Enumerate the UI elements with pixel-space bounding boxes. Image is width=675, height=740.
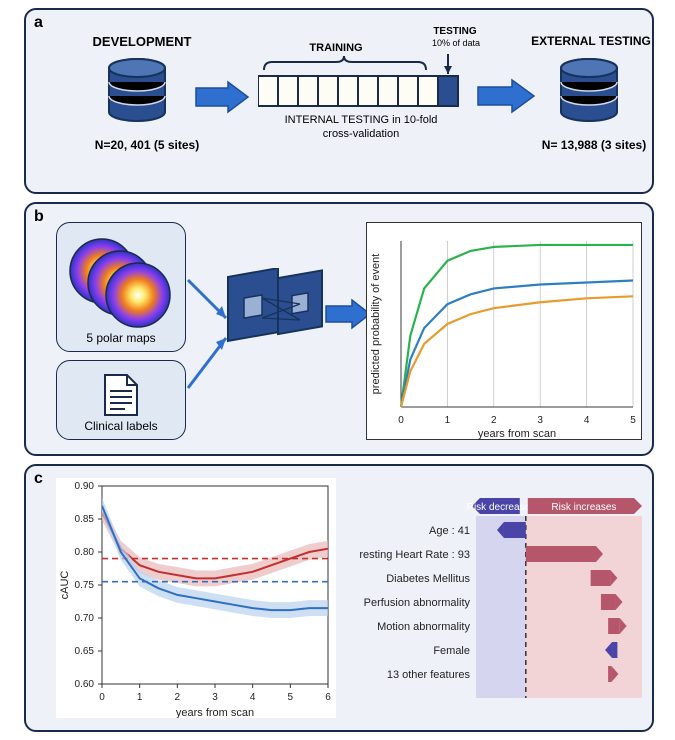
- panel-b-label: b: [34, 208, 44, 226]
- cnn-icon: [222, 268, 332, 364]
- svg-text:4: 4: [584, 415, 590, 426]
- polar-maps-box: 5 polar maps: [56, 222, 186, 352]
- cauc-chart: 0.60 0.65 0.70 0.75 0.80 0.85 0.90 0 1 2 3 4 5 6 years…: [56, 478, 336, 718]
- svg-text:2: 2: [175, 692, 181, 703]
- polar-maps-icon: [68, 237, 174, 331]
- svg-text:5: 5: [288, 692, 294, 703]
- svg-text:Risk increases: Risk increases: [551, 502, 616, 513]
- svg-text:6: 6: [325, 692, 331, 703]
- waterfall-chart: Risk decreases Risk increases Age : 41 re…: [346, 496, 646, 716]
- svg-text:Age : 41: Age : 41: [429, 525, 470, 537]
- arrow-3-icon: [324, 298, 372, 330]
- panel-a-label: a: [34, 14, 43, 32]
- svg-text:Risk decreases: Risk decreases: [467, 502, 535, 513]
- folds-caption2: cross-validation: [256, 128, 466, 140]
- testing-heading: TESTING: [422, 26, 488, 37]
- svg-text:3: 3: [537, 415, 543, 426]
- arrow-1-icon: [194, 80, 250, 114]
- polar-maps-label: 5 polar maps: [86, 331, 155, 345]
- svg-text:cAUC: cAUC: [59, 571, 71, 600]
- svg-text:years from scan: years from scan: [176, 707, 254, 718]
- svg-text:Female: Female: [433, 645, 470, 657]
- svg-text:Perfusion abnormality: Perfusion abnormality: [364, 597, 471, 609]
- ext-database-icon: [554, 58, 624, 130]
- svg-text:1: 1: [137, 692, 143, 703]
- panel-c: c 0.60 0.65 0.70 0.75 0.80 0.85 0.90 0 1 2 3 4 5 6 yea…: [24, 464, 654, 732]
- panel-a: a DEVELOPMENT N=20, 401 (5 sites) TRAINI…: [24, 8, 654, 194]
- svg-text:13 other features: 13 other features: [387, 669, 471, 681]
- svg-text:0.75: 0.75: [75, 580, 95, 591]
- svg-text:0.85: 0.85: [75, 514, 95, 525]
- svg-text:0: 0: [99, 692, 105, 703]
- svg-text:3: 3: [212, 692, 218, 703]
- svg-text:predicted probability of event: predicted probability of event: [370, 254, 382, 395]
- svg-text:0.60: 0.60: [75, 679, 95, 690]
- svg-text:0.65: 0.65: [75, 646, 95, 657]
- svg-text:0.90: 0.90: [75, 481, 95, 492]
- external-heading: EXTERNAL TESTING: [516, 34, 666, 48]
- svg-text:0: 0: [398, 415, 404, 426]
- svg-text:Diabetes Mellitus: Diabetes Mellitus: [386, 573, 470, 585]
- panel-b: b 5 polar maps: [24, 202, 654, 456]
- clinical-labels-label: Clinical labels: [84, 419, 157, 433]
- svg-text:1: 1: [445, 415, 451, 426]
- probability-chart: 0 1 2 3 4 5 years from scan predicted probabili…: [366, 222, 642, 440]
- folds-caption1: INTERNAL TESTING in 10-fold: [256, 114, 466, 126]
- svg-text:years from scan: years from scan: [478, 428, 556, 440]
- panel-c-label: c: [34, 470, 43, 488]
- svg-text:5: 5: [630, 415, 636, 426]
- dev-caption: N=20, 401 (5 sites): [62, 138, 232, 152]
- clinical-labels-box: Clinical labels: [56, 360, 186, 440]
- svg-text:2: 2: [491, 415, 497, 426]
- svg-text:resting Heart Rate : 93: resting Heart Rate : 93: [359, 549, 470, 561]
- svg-text:0.80: 0.80: [75, 547, 95, 558]
- testing-sub: 10% of data: [420, 38, 492, 48]
- dev-heading: DEVELOPMENT: [72, 34, 212, 49]
- arrow-2-icon: [476, 78, 536, 114]
- svg-text:4: 4: [250, 692, 256, 703]
- document-icon: [99, 371, 143, 419]
- svg-text:0.70: 0.70: [75, 613, 95, 624]
- external-caption: N= 13,988 (3 sites): [514, 138, 674, 152]
- dev-database-icon: [102, 58, 172, 130]
- svg-text:Motion abnormality: Motion abnormality: [377, 621, 470, 633]
